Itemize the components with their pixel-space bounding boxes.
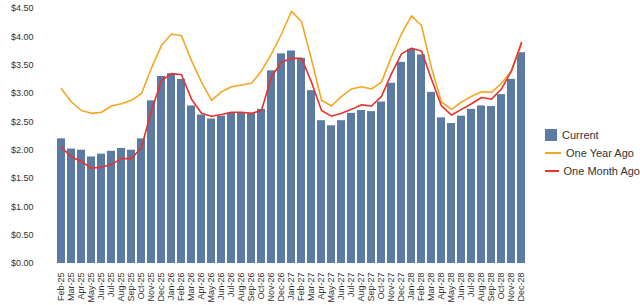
svg-text:Feb-28: Feb-28	[416, 273, 426, 302]
svg-text:May-28: May-28	[446, 273, 456, 303]
svg-text:Feb-27: Feb-27	[296, 273, 306, 302]
svg-text:Mar-25: Mar-25	[66, 273, 76, 302]
svg-text:Apr-28: Apr-28	[436, 273, 446, 300]
svg-text:$1.50: $1.50	[11, 173, 34, 183]
svg-text:Apr-27: Apr-27	[316, 273, 326, 300]
svg-text:$2.50: $2.50	[11, 117, 34, 127]
svg-text:$4.00: $4.00	[11, 32, 34, 42]
svg-text:Dec-27: Dec-27	[396, 273, 406, 302]
svg-text:Mar-28: Mar-28	[426, 273, 436, 302]
svg-text:Sep-27: Sep-27	[366, 273, 376, 302]
html-text:One Month Ago: One Month Ago	[563, 164, 640, 177]
svg-text:Dec-28: Dec-28	[516, 273, 526, 302]
svg-text:Jul-27: Jul-27	[346, 273, 356, 298]
svg-text:Nov-25: Nov-25	[146, 273, 156, 302]
svg-text:Oct-26: Oct-26	[256, 273, 266, 300]
svg-text:Jun-27: Jun-27	[336, 273, 346, 301]
svg-text:Mar-26: Mar-26	[186, 273, 196, 302]
svg-text:Jul-25: Jul-25	[106, 273, 116, 298]
svg-text:$3.50: $3.50	[11, 60, 34, 70]
svg-text:Jan-27: Jan-27	[286, 273, 296, 301]
html-text:Current: Current	[562, 128, 599, 141]
svg-text:$0.00: $0.00	[11, 258, 34, 268]
svg-text:Aug-25: Aug-25	[116, 273, 126, 302]
svg-text:Feb-26: Feb-26	[176, 273, 186, 302]
svg-text:Mar-27: Mar-27	[306, 273, 316, 302]
svg-text:Jan-26: Jan-26	[166, 273, 176, 301]
svg-text:Apr-25: Apr-25	[76, 273, 86, 300]
svg-text:Jun-28: Jun-28	[456, 273, 466, 301]
svg-text:Aug-27: Aug-27	[356, 273, 366, 302]
html-text:One Year Ago: One Year Ago	[566, 146, 634, 159]
svg-text:Feb-25: Feb-25	[56, 273, 66, 302]
svg-text:$1.00: $1.00	[11, 202, 34, 212]
svg-text:Sep-28: Sep-28	[486, 273, 496, 302]
svg-text:$4.50: $4.50	[11, 3, 34, 13]
svg-text:Dec-25: Dec-25	[156, 273, 166, 302]
svg-text:Sep-25: Sep-25	[126, 273, 136, 302]
svg-text:Oct-28: Oct-28	[496, 273, 506, 300]
svg-text:Jul-26: Jul-26	[226, 273, 236, 298]
svg-text:Apr-26: Apr-26	[196, 273, 206, 300]
svg-text:Oct-25: Oct-25	[136, 273, 146, 300]
svg-text:$3.00: $3.00	[11, 88, 34, 98]
svg-text:$2.00: $2.00	[11, 145, 34, 155]
svg-text:$0.50: $0.50	[11, 230, 34, 240]
svg-text:Jan-28: Jan-28	[406, 273, 416, 301]
svg-text:Nov-27: Nov-27	[386, 273, 396, 302]
svg-text:Jun-25: Jun-25	[96, 273, 106, 301]
svg-text:May-27: May-27	[326, 273, 336, 303]
svg-text:Jul-28: Jul-28	[466, 273, 476, 298]
svg-text:Sep-26: Sep-26	[246, 273, 256, 302]
svg-text:Nov-26: Nov-26	[266, 273, 276, 302]
svg-text:May-25: May-25	[86, 273, 96, 303]
svg-text:Dec-26: Dec-26	[276, 273, 286, 302]
svg-text:Aug-26: Aug-26	[236, 273, 246, 302]
svg-text:Oct-27: Oct-27	[376, 273, 386, 300]
svg-text:Aug-28: Aug-28	[476, 273, 486, 302]
svg-text:Nov-28: Nov-28	[506, 273, 516, 302]
svg-text:Jun-26: Jun-26	[216, 273, 226, 301]
svg-text:May-26: May-26	[206, 273, 216, 303]
